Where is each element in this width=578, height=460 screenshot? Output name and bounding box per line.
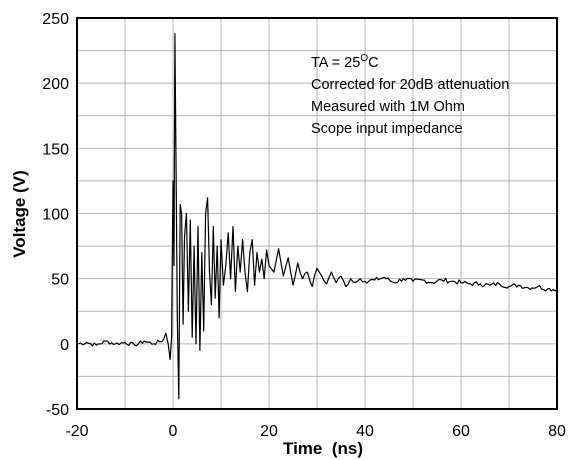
grid xyxy=(77,18,557,409)
y-tick-label: 100 xyxy=(42,207,69,224)
x-tick-label: 80 xyxy=(548,423,566,440)
x-tick-label: 20 xyxy=(260,423,278,440)
y-axis-title: Voltage (V) xyxy=(10,170,29,258)
annotation-box: TA = 25OC Corrected for 20dB attenuation… xyxy=(311,53,509,137)
y-tick-label: 150 xyxy=(42,141,69,158)
y-tick-label: 200 xyxy=(42,76,69,93)
y-tick-label: -50 xyxy=(46,402,69,419)
annotation-temperature-suffix: C xyxy=(368,55,378,71)
tick-labels: -20 0 20 40 60 80 -50 0 50 100 150 200 250 xyxy=(42,11,566,440)
x-tick-label: 0 xyxy=(169,423,178,440)
x-axis-title: Time (ns) xyxy=(283,439,363,458)
annotation-impedance: Scope input impedance xyxy=(311,121,463,137)
annotation-attenuation: Corrected for 20dB attenuation xyxy=(311,77,509,93)
y-tick-label: 0 xyxy=(60,337,69,354)
annotation-measured: Measured with 1M Ohm xyxy=(311,99,465,115)
x-tick-label: 40 xyxy=(356,423,374,440)
plot-area-border xyxy=(76,17,558,410)
annotation-degree-superscript: O xyxy=(360,53,368,64)
series-line-voltage xyxy=(76,33,558,400)
y-tick-label: 250 xyxy=(42,11,69,28)
x-tick-label: -20 xyxy=(65,423,88,440)
annotation-temperature-prefix: TA = 25 xyxy=(311,55,360,71)
y-tick-label: 50 xyxy=(51,272,69,289)
annotation-temperature: TA = 25OC xyxy=(311,53,379,71)
x-tick-label: 60 xyxy=(452,423,470,440)
